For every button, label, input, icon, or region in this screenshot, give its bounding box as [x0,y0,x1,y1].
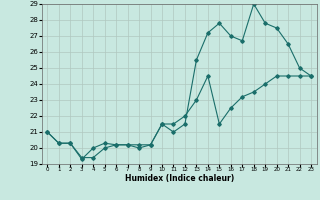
X-axis label: Humidex (Indice chaleur): Humidex (Indice chaleur) [124,174,234,183]
